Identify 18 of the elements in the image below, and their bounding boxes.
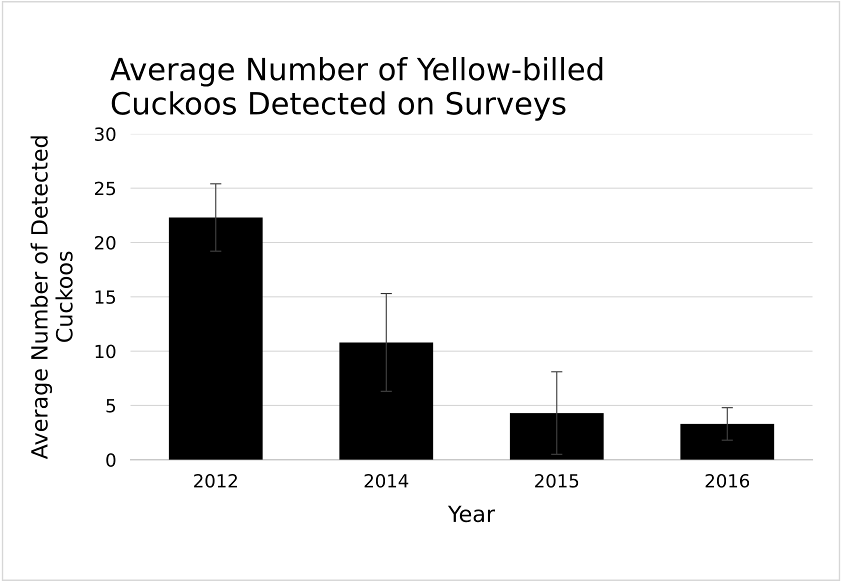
bar <box>339 342 434 460</box>
y-axis-title: Average Number of Detected Cuckoos <box>30 136 73 460</box>
y-tick-label: 20 <box>94 236 116 250</box>
bar <box>680 424 774 460</box>
x-tick-label: 2016 <box>706 474 750 488</box>
x-axis-title: Year <box>448 506 496 522</box>
y-tick-label: 0 <box>106 453 116 467</box>
y-tick-label: 10 <box>96 344 116 358</box>
x-tick-label: 2014 <box>364 474 408 488</box>
y-tick-label: 30 <box>95 127 116 141</box>
x-tick-label: 2012 <box>194 474 237 488</box>
y-tick-label: 25 <box>94 182 116 196</box>
bar <box>510 413 604 460</box>
bar <box>168 218 263 460</box>
chart-title: Average Number of Yellow-billed Cuckoos Detected on Surveys <box>110 56 602 121</box>
y-tick-label: 5 <box>106 399 116 413</box>
x-tick-label: 2015 <box>535 474 578 488</box>
y-tick-label: 15 <box>96 290 116 304</box>
